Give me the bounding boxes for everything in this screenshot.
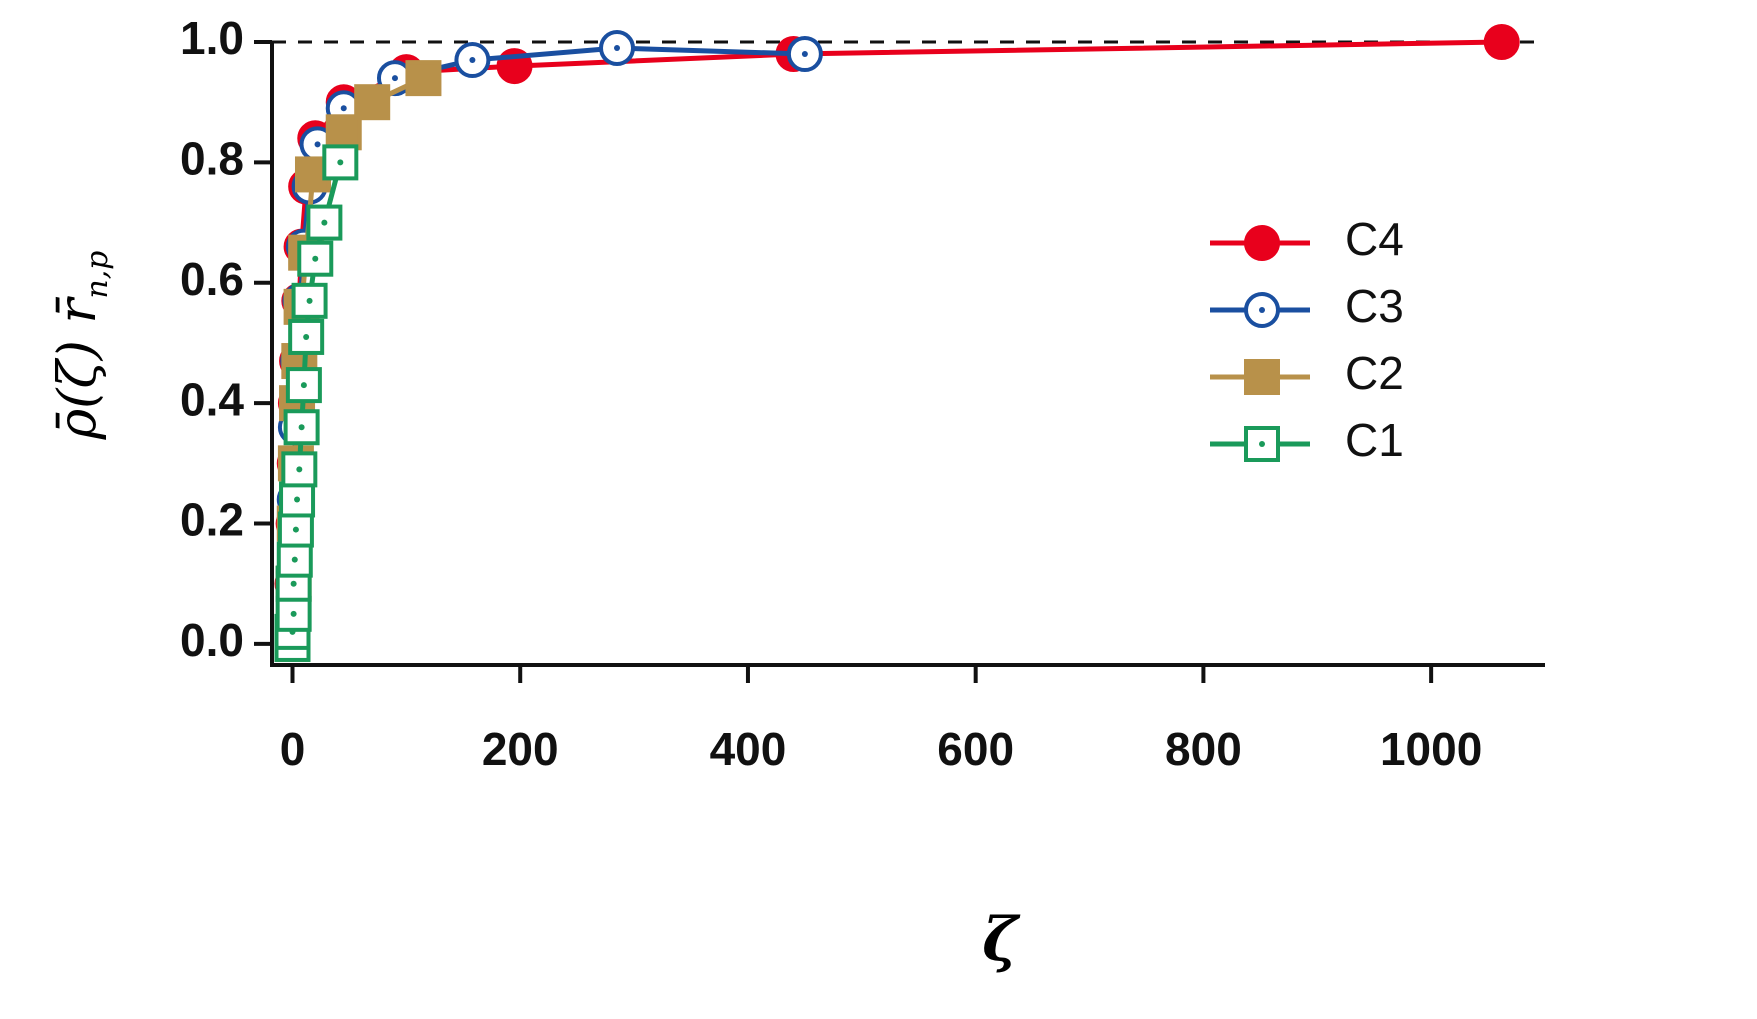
series-line xyxy=(289,45,805,644)
marker-dot xyxy=(469,57,476,64)
y-tick-label: 0.0 xyxy=(180,614,244,666)
marker xyxy=(297,240,334,277)
marker xyxy=(1244,426,1280,462)
marker xyxy=(322,144,359,181)
y-tick-label: 1.0 xyxy=(180,12,244,64)
marker xyxy=(283,409,320,446)
marker-dot xyxy=(614,45,621,52)
marker-dot xyxy=(306,297,313,304)
marker-dot xyxy=(1259,441,1265,447)
marker xyxy=(306,204,343,241)
marker-dot xyxy=(337,159,344,166)
x-axis-label: ζ xyxy=(982,905,1021,975)
marker-dot xyxy=(296,466,303,473)
y-tick-label: 0.4 xyxy=(180,373,244,425)
x-tick-label: 200 xyxy=(482,723,559,775)
marker-shape xyxy=(405,60,442,97)
marker-dot xyxy=(801,51,808,58)
x-tick-label: 600 xyxy=(937,723,1014,775)
y-axis-label: ρ̄(ζ) r̄n,p xyxy=(48,251,115,441)
y-tick-label: 0.6 xyxy=(180,253,244,305)
marker xyxy=(405,60,442,97)
series xyxy=(274,24,1520,662)
marker xyxy=(599,30,636,67)
marker-shape xyxy=(354,84,391,121)
marker xyxy=(285,367,322,404)
marker xyxy=(454,42,491,79)
marker xyxy=(1244,225,1280,261)
marker-dot xyxy=(291,556,298,563)
marker-shape xyxy=(283,409,320,446)
legend-label: C4 xyxy=(1345,213,1404,265)
marker-dot xyxy=(314,141,321,148)
marker xyxy=(275,595,312,632)
marker xyxy=(1244,292,1280,328)
marker-dot xyxy=(300,382,307,389)
y-axis-label-subscript: n,p xyxy=(80,251,115,299)
marker-dot xyxy=(298,424,305,431)
marker xyxy=(276,541,313,578)
marker-dot xyxy=(1259,307,1265,313)
marker-shape xyxy=(1483,24,1520,60)
marker xyxy=(281,451,318,488)
x-tick-label: 800 xyxy=(1165,723,1242,775)
marker xyxy=(325,114,362,151)
series-line xyxy=(289,39,1502,644)
marker xyxy=(1244,359,1280,395)
y-tick-label: 0.2 xyxy=(180,494,244,546)
marker-dot xyxy=(321,219,328,226)
marker-dot xyxy=(294,496,301,503)
x-tick-label: 400 xyxy=(710,723,787,775)
marker xyxy=(786,36,823,73)
legend-label: C1 xyxy=(1345,414,1404,466)
marker-dot xyxy=(290,580,297,587)
marker xyxy=(291,282,328,319)
marker-shape xyxy=(1244,225,1280,261)
marker-dot xyxy=(391,75,398,82)
y-tick-label: 0.8 xyxy=(180,133,244,185)
marker-dot xyxy=(312,255,319,262)
y-axis-label-main: ρ̄(ζ) r̄ xyxy=(48,296,108,441)
series xyxy=(274,144,359,662)
marker-dot xyxy=(292,526,299,533)
marker-dot xyxy=(303,333,310,340)
marker xyxy=(1483,24,1520,60)
marker xyxy=(288,318,325,355)
x-tick-label: 1000 xyxy=(1380,723,1482,775)
legend-label: C2 xyxy=(1345,347,1404,399)
legend-label: C3 xyxy=(1345,280,1404,332)
marker-dot xyxy=(340,105,347,112)
marker-shape xyxy=(325,114,362,151)
marker-dot xyxy=(290,610,297,617)
marker xyxy=(277,511,314,548)
x-tick-label: 0 xyxy=(280,723,306,775)
marker xyxy=(279,481,316,518)
marker-shape xyxy=(1244,359,1280,395)
marker xyxy=(354,84,391,121)
